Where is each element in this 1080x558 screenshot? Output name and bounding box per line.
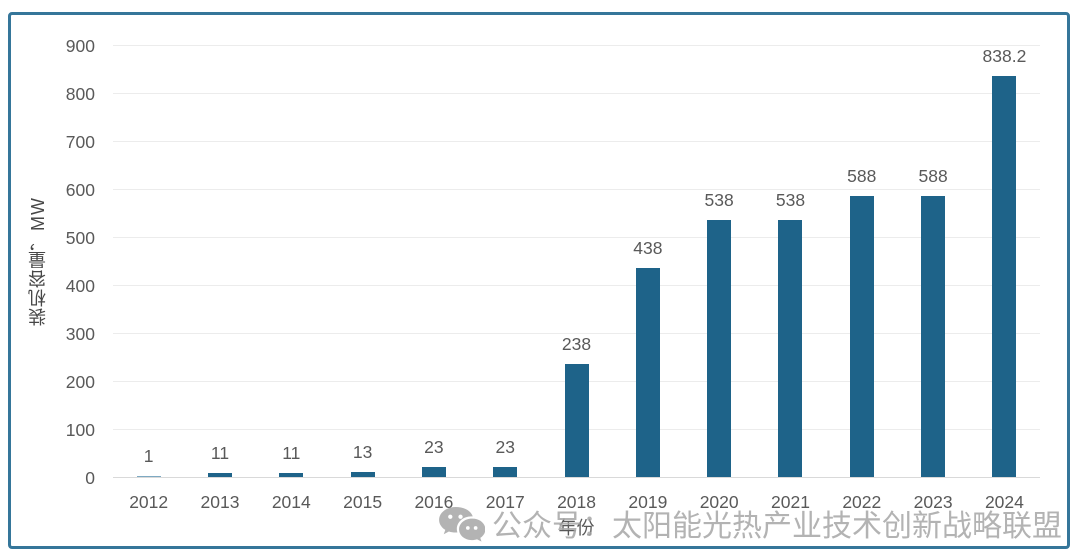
x-tick-label: 2022 <box>842 492 882 512</box>
y-tick-label: 800 <box>65 84 95 104</box>
grid-line <box>113 285 1040 286</box>
x-tick-label: 2016 <box>414 492 454 512</box>
grid-line <box>113 237 1040 238</box>
x-tick-label: 2017 <box>485 492 525 512</box>
grid-line <box>113 93 1040 94</box>
y-axis-title: 装机容量，MW <box>28 197 48 327</box>
bar-value-label: 11 <box>210 442 230 463</box>
bar <box>992 75 1017 478</box>
x-axis-title: 年份 <box>558 518 595 538</box>
bar-column: 23 2016 <box>398 46 469 512</box>
bar-value-label: 588 <box>918 165 948 186</box>
bar-columns: 1 2012 11 2013 11 2014 13 2015 23 2016 23 2017 238 20… <box>113 45 1040 513</box>
bar <box>421 466 446 478</box>
bar <box>279 472 304 478</box>
bar-value-label: 11 <box>282 442 301 463</box>
chart-frame: 装机容量，MW 0 100 200 300 400 500 600 700 800 900 1 20… <box>8 12 1070 549</box>
bar-column: 11 2014 <box>256 46 327 512</box>
x-tick-label: 2014 <box>271 492 311 512</box>
x-tick-label: 2015 <box>343 492 383 512</box>
y-tick-label: 500 <box>65 228 95 248</box>
bar <box>778 219 803 478</box>
bar <box>207 472 232 478</box>
bar-value-label: 23 <box>495 436 515 457</box>
y-tick-label: 400 <box>65 276 95 296</box>
bar-value-label: 838.2 <box>982 45 1027 66</box>
bar-value-label: 238 <box>561 333 592 354</box>
y-tick-label: 700 <box>65 132 95 152</box>
grid-line <box>113 141 1040 142</box>
bar-column: 838.2 2024 <box>969 45 1040 512</box>
x-axis-line <box>113 477 1040 478</box>
x-tick-label: 2019 <box>628 492 668 512</box>
bar <box>564 363 589 478</box>
bar-column: 11 2013 <box>184 46 255 512</box>
x-tick-label: 2023 <box>913 492 953 512</box>
grid-line <box>113 45 1040 46</box>
bar-column: 538 2021 <box>755 46 826 512</box>
bar <box>136 475 161 478</box>
bar <box>493 466 518 478</box>
bar-column: 1 2012 <box>113 46 184 513</box>
y-tick-label: 100 <box>65 420 95 440</box>
y-tick-label: 0 <box>85 468 95 488</box>
x-tick-label: 2021 <box>771 492 810 512</box>
bar-value-label: 438 <box>633 237 663 258</box>
y-tick-label: 300 <box>65 324 95 344</box>
x-tick-label: 2018 <box>557 492 596 512</box>
bar <box>350 471 375 478</box>
bar-value-label: 538 <box>704 189 734 210</box>
bar-value-label: 538 <box>775 189 806 210</box>
bar-column: 538 2020 <box>684 46 755 512</box>
y-tick-label: 600 <box>65 180 95 200</box>
bar-value-label: 588 <box>847 165 877 186</box>
grid-line <box>113 189 1040 190</box>
bar-column: 23 2017 <box>470 46 541 512</box>
bar-column: 13 2015 <box>327 46 398 512</box>
x-tick-label: 2020 <box>699 492 739 512</box>
grid-line <box>113 333 1040 334</box>
x-tick-label: 2024 <box>984 492 1024 512</box>
bar-column: 588 2023 <box>897 46 968 512</box>
bar <box>921 195 946 478</box>
bar-column: 238 2018 <box>541 46 612 512</box>
x-tick-label: 2012 <box>129 492 169 512</box>
bar <box>707 219 732 478</box>
y-tick-label: 200 <box>65 372 95 392</box>
bar-value-label: 23 <box>424 436 444 457</box>
bar <box>849 195 874 478</box>
y-tick-label: 900 <box>65 36 95 56</box>
bar-column: 588 2022 <box>826 46 897 512</box>
x-tick-label: 2013 <box>200 492 240 512</box>
bar-value-label: 13 <box>352 441 373 462</box>
bar-value-label: 1 <box>143 445 154 466</box>
bar <box>635 267 660 478</box>
bar-column: 438 2019 <box>612 46 683 512</box>
plot-area: 0 100 200 300 400 500 600 700 800 900 1 2012 11 2013… <box>66 37 1040 513</box>
